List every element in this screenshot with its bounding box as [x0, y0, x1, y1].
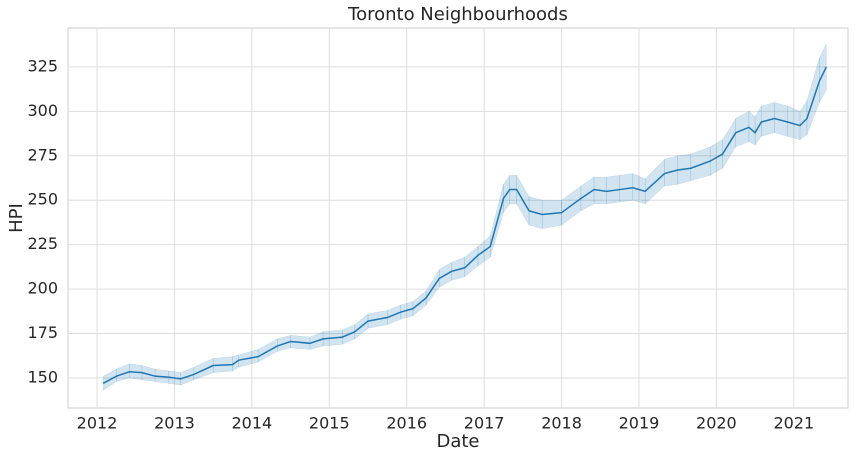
y-tick-label: 250 — [27, 190, 58, 209]
confidence-band — [451, 256, 466, 281]
x-tick-label: 2018 — [541, 414, 582, 433]
y-tick-label: 325 — [27, 56, 58, 75]
y-axis-label: HPI — [6, 203, 27, 233]
confidence-band — [787, 105, 801, 141]
x-tick-label: 2019 — [619, 414, 660, 433]
x-tick-label: 2021 — [773, 414, 814, 433]
confidence-band — [116, 363, 130, 382]
x-tick-label: 2015 — [309, 414, 350, 433]
chart-title: Toronto Neighbourhoods — [347, 4, 568, 25]
confidence-band — [606, 175, 620, 205]
x-tick-label: 2017 — [464, 414, 505, 433]
confidence-band — [748, 110, 756, 146]
x-tick-label: 2013 — [154, 414, 195, 433]
y-tick-label: 150 — [27, 367, 58, 386]
confidence-band — [257, 338, 278, 363]
line — [102, 66, 827, 384]
confidence-band — [632, 173, 646, 205]
confidence-band — [193, 358, 214, 381]
confidence-band — [619, 173, 634, 203]
y-tick-label: 175 — [27, 323, 58, 342]
confidence-band — [774, 102, 788, 137]
confidence-band — [541, 199, 562, 229]
x-tick-label: 2012 — [77, 414, 118, 433]
confidence-band — [806, 57, 820, 135]
y-tick-label: 225 — [27, 234, 58, 253]
y-tick-label: 300 — [27, 101, 58, 120]
y-tick-label: 275 — [27, 145, 58, 164]
plot-area — [67, 27, 849, 409]
x-axis-label: Date — [436, 431, 479, 452]
y-tick-label: 200 — [27, 279, 58, 298]
x-tick-label: 2014 — [232, 414, 273, 433]
confidence-band — [690, 146, 711, 182]
confidence-band — [799, 99, 808, 141]
confidence-band — [141, 365, 156, 382]
x-tick-label: 2020 — [696, 414, 737, 433]
confidence-band — [761, 102, 775, 137]
x-tick-label: 2016 — [386, 414, 427, 433]
confidence-band — [754, 105, 762, 146]
confidence-band — [735, 110, 750, 148]
confidence-band — [664, 155, 678, 187]
